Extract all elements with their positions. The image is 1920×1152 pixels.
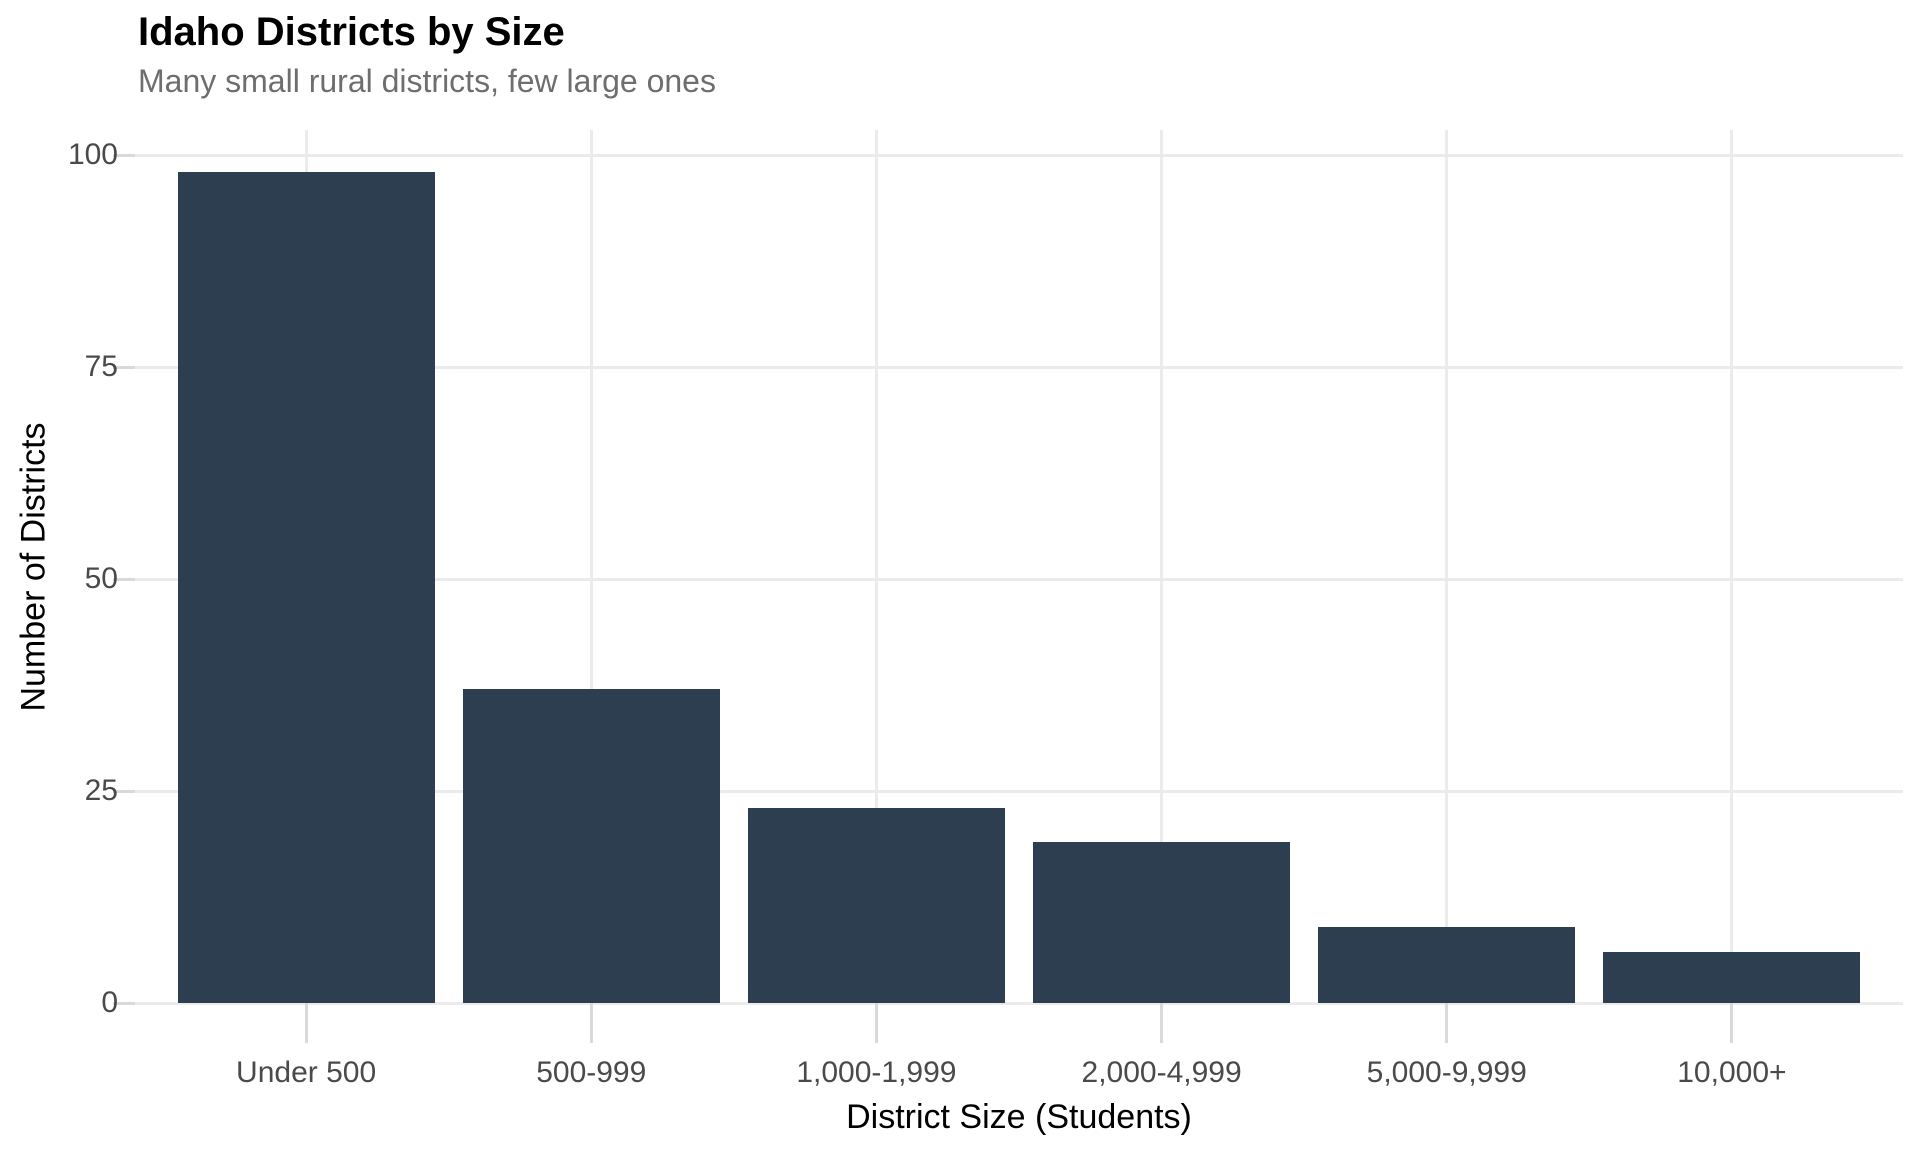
x-tick-label: 10,000+ bbox=[1677, 1056, 1787, 1089]
y-tick-label: 100 bbox=[67, 138, 118, 172]
x-tick-label: 2,000-4,999 bbox=[1081, 1056, 1242, 1089]
x-gridline bbox=[1160, 130, 1164, 1003]
y-tick-mark bbox=[113, 153, 135, 157]
bar-5-000-9-999 bbox=[1318, 926, 1576, 1003]
bar-10-000+ bbox=[1603, 952, 1861, 1003]
y-tick-label: 75 bbox=[84, 350, 118, 384]
x-tick-mark bbox=[1160, 1003, 1164, 1043]
y-tick-label: 25 bbox=[84, 774, 118, 808]
y-axis-title: Number of Districts bbox=[14, 421, 53, 712]
bar-500-999 bbox=[462, 689, 720, 1003]
x-tick-label: 5,000-9,999 bbox=[1366, 1056, 1527, 1089]
x-tick-label: 1,000-1,999 bbox=[796, 1056, 957, 1089]
y-tick-mark bbox=[113, 365, 135, 369]
y-tick-mark bbox=[113, 577, 135, 581]
x-gridline bbox=[1445, 130, 1449, 1003]
chart-title: Idaho Districts by Size bbox=[138, 10, 565, 54]
y-gridline bbox=[135, 577, 1903, 581]
y-gridline bbox=[135, 789, 1903, 793]
x-tick-label: 500-999 bbox=[536, 1056, 647, 1089]
y-gridline bbox=[135, 153, 1903, 157]
y-tick-label: 0 bbox=[101, 986, 118, 1019]
bar-under-500 bbox=[177, 172, 435, 1003]
x-tick-mark bbox=[1730, 1003, 1734, 1043]
x-gridline bbox=[589, 130, 593, 1003]
x-gridline bbox=[1730, 130, 1734, 1003]
bar-2-000-4-999 bbox=[1033, 841, 1291, 1003]
y-gridline bbox=[135, 365, 1903, 369]
x-gridline bbox=[874, 130, 878, 1003]
x-tick-label: Under 500 bbox=[236, 1056, 377, 1089]
x-tick-mark bbox=[1445, 1003, 1449, 1043]
chart-subtitle: Many small rural districts, few large on… bbox=[138, 63, 716, 99]
x-axis-title: District Size (Students) bbox=[846, 1098, 1192, 1136]
x-tick-mark bbox=[589, 1003, 593, 1043]
y-tick-mark bbox=[113, 1001, 135, 1005]
x-tick-mark bbox=[874, 1003, 878, 1043]
x-tick-mark bbox=[304, 1003, 308, 1043]
y-gridline bbox=[135, 1001, 1903, 1005]
y-tick-label: 50 bbox=[84, 562, 118, 596]
y-tick-mark bbox=[113, 789, 135, 793]
bar-1-000-1-999 bbox=[747, 808, 1005, 1003]
